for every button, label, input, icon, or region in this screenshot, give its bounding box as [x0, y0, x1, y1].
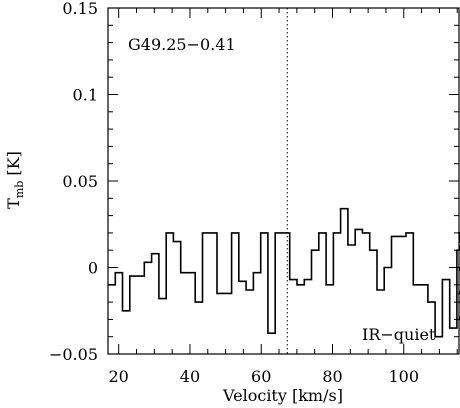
spectrum-series-line — [108, 207, 460, 338]
y-tick-label: 0.05 — [62, 172, 98, 191]
y-tick-labels: −0.05 0 0.05 0.1 0.15 — [49, 0, 98, 364]
x-tick-label: 80 — [322, 367, 342, 386]
y-tick-label: −0.05 — [49, 345, 98, 364]
y-axis-title-unit: [K] — [4, 151, 23, 181]
y-axis-title-main: T — [4, 198, 23, 209]
x-tick-labels: 20 40 60 80 100 — [109, 367, 420, 386]
x-axis-title: Velocity [km/s] — [222, 386, 343, 405]
y-tick-label: 0 — [88, 259, 98, 278]
y-tick-label: 0.15 — [62, 0, 98, 18]
x-tick-label: 40 — [180, 367, 200, 386]
y-axis-title-sub: mb — [13, 181, 26, 198]
plot-frame — [107, 7, 460, 355]
source-label: G49.25−0.41 — [128, 35, 236, 54]
y-tick-label: 0.1 — [73, 86, 98, 105]
tick-marks — [108, 7, 459, 355]
x-tick-label: 20 — [109, 367, 129, 386]
class-label: IR−quiet — [362, 325, 436, 344]
x-tick-label: 100 — [388, 367, 419, 386]
y-axis-title: Tmb [K] — [4, 151, 26, 209]
x-tick-label: 60 — [251, 367, 271, 386]
